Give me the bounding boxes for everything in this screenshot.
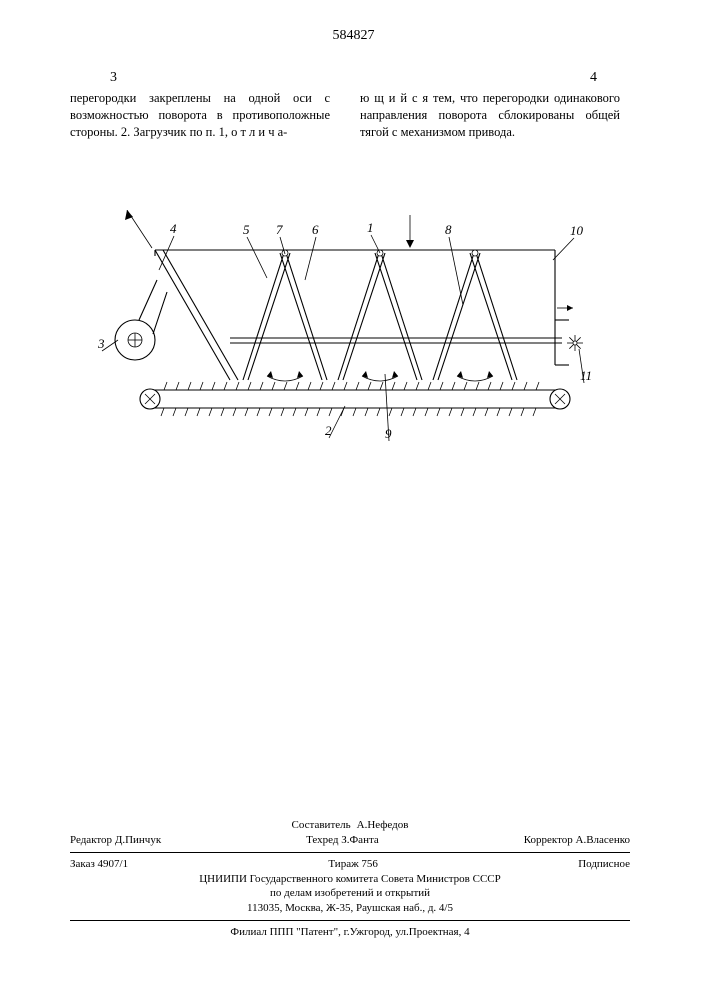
body-col-right: ю щ и й с я тем, что перегородки одинако… [360, 90, 620, 141]
svg-text:3: 3 [97, 336, 105, 351]
teched-label: Техред [306, 834, 338, 846]
patent-number: 584827 [0, 28, 707, 44]
compiler-name: А.Нефедов [357, 818, 409, 833]
imprint-footer: Составитель А.Нефедов Редактор Д.Пинчук … [70, 818, 630, 940]
figure-diagram: 4 5 7 6 1 8 10 11 3 2 9 [80, 210, 630, 470]
svg-text:9: 9 [385, 426, 392, 441]
podpisnoe: Подписное [578, 857, 630, 872]
editor-name: Д.Пинчук [115, 834, 161, 846]
teched-name: З.Фанта [341, 834, 379, 846]
page-col-left-num: 3 [110, 70, 117, 86]
svg-text:6: 6 [312, 222, 319, 237]
svg-text:1: 1 [367, 220, 374, 235]
svg-text:2: 2 [325, 423, 332, 438]
branch-line: Филиал ППП "Патент", г.Ужгород, ул.Проек… [70, 925, 630, 940]
compiler-label: Составитель [292, 818, 351, 833]
editor-label: Редактор [70, 834, 112, 846]
svg-text:4: 4 [170, 221, 177, 236]
svg-text:8: 8 [445, 222, 452, 237]
org-line-1: ЦНИИПИ Государственного комитета Совета … [70, 872, 630, 887]
corrector-label: Корректор [524, 834, 573, 846]
body-col-left: перегородки закреплены на одной оси с во… [70, 90, 330, 141]
order-num: Заказ 4907/1 [70, 857, 128, 872]
org-addr: 113035, Москва, Ж-35, Раушская наб., д. … [70, 901, 630, 916]
svg-text:7: 7 [276, 222, 283, 237]
corrector-name: А.Власенко [576, 834, 630, 846]
svg-text:11: 11 [580, 368, 592, 383]
org-line-2: по делам изобретений и открытий [70, 886, 630, 901]
svg-text:10: 10 [570, 223, 584, 238]
svg-text:5: 5 [243, 222, 250, 237]
tirazh: Тираж 756 [328, 857, 378, 872]
page-col-right-num: 4 [590, 70, 597, 86]
